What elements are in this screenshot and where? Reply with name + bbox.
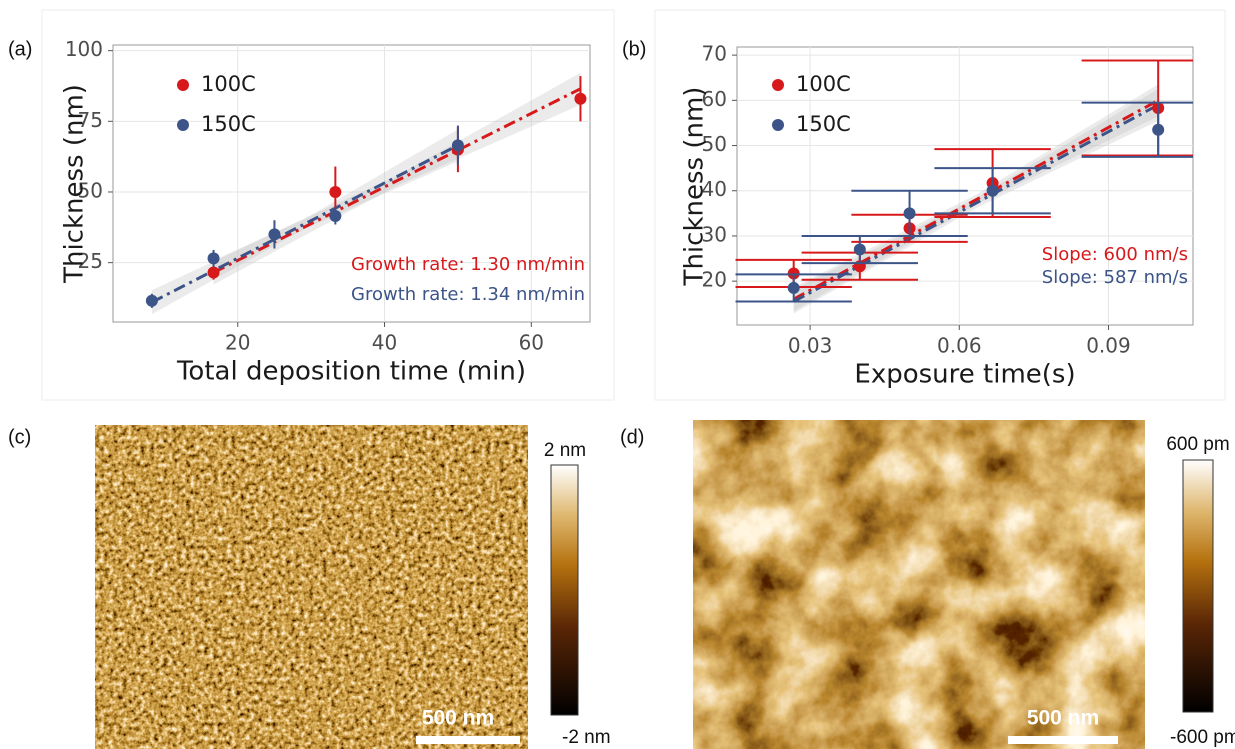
data-point bbox=[207, 266, 220, 279]
y-axis-label: Thickness (nm) bbox=[60, 84, 90, 284]
legend-label: 100C bbox=[201, 72, 256, 96]
x-tick-label: 0.03 bbox=[788, 334, 833, 358]
confidence-band bbox=[793, 84, 1159, 312]
panel-label: (c) bbox=[8, 426, 31, 448]
annotation: Slope: 600 nm/s bbox=[1042, 244, 1188, 265]
y-tick-label: 100 bbox=[65, 37, 103, 61]
y-tick-label: 50 bbox=[78, 178, 103, 202]
data-point bbox=[207, 252, 220, 265]
x-axis-label: Total deposition time (min) bbox=[176, 357, 526, 387]
data-point bbox=[329, 185, 342, 198]
panel-frame bbox=[654, 9, 1226, 401]
legend-label: 100C bbox=[796, 72, 851, 96]
colorbar-min: -2 nm bbox=[562, 727, 611, 748]
data-point bbox=[903, 207, 916, 220]
scale-bar bbox=[1008, 736, 1118, 744]
data-point bbox=[268, 228, 281, 241]
plot-area bbox=[112, 44, 591, 323]
afm-image bbox=[693, 420, 1145, 749]
y-tick-label: 75 bbox=[78, 108, 103, 132]
legend-label: 150C bbox=[201, 112, 256, 136]
legend-label: 150C bbox=[796, 112, 851, 136]
legend-marker bbox=[177, 79, 189, 91]
x-tick-label: 0.06 bbox=[937, 334, 982, 358]
plot-area bbox=[736, 46, 1194, 326]
data-point bbox=[986, 184, 999, 197]
y-tick-label: 50 bbox=[702, 132, 727, 156]
y-tick-label: 25 bbox=[78, 249, 103, 273]
y-tick-label: 70 bbox=[702, 42, 727, 66]
colorbar bbox=[1182, 459, 1214, 713]
panel-frame bbox=[41, 9, 615, 401]
scale-bar-label: 500 nm bbox=[1027, 707, 1099, 730]
x-tick-label: 60 bbox=[519, 331, 544, 355]
x-tick-label: 0.09 bbox=[1086, 334, 1131, 358]
legend-marker bbox=[177, 119, 189, 131]
colorbar bbox=[550, 464, 579, 716]
data-point bbox=[145, 294, 158, 307]
y-axis-label: Thickness (nm) bbox=[680, 87, 710, 287]
x-tick-label: 20 bbox=[225, 331, 250, 355]
data-point bbox=[1152, 123, 1165, 136]
data-point bbox=[451, 139, 464, 152]
annotation: Growth rate: 1.34 nm/min bbox=[351, 284, 585, 305]
afm-image bbox=[95, 425, 528, 749]
y-tick-label: 60 bbox=[702, 87, 727, 111]
fit-line bbox=[151, 144, 459, 304]
confidence-band bbox=[213, 72, 581, 285]
y-tick-label: 30 bbox=[702, 222, 727, 246]
annotation: Slope: 587 nm/s bbox=[1042, 267, 1188, 288]
y-tick-label: 40 bbox=[702, 177, 727, 201]
data-point bbox=[329, 210, 342, 223]
panel-label: (b) bbox=[622, 38, 646, 60]
annotation: Growth rate: 1.30 nm/min bbox=[351, 254, 585, 275]
legend-marker bbox=[772, 119, 784, 131]
x-tick-label: 40 bbox=[372, 331, 397, 355]
colorbar-max: 600 pm bbox=[1166, 434, 1229, 455]
scale-bar bbox=[416, 736, 520, 744]
legend-marker bbox=[772, 79, 784, 91]
data-point bbox=[574, 92, 587, 105]
data-point bbox=[853, 243, 866, 256]
y-tick-label: 20 bbox=[702, 268, 727, 292]
confidence-band bbox=[151, 129, 458, 315]
colorbar-min: -600 pm bbox=[1170, 727, 1235, 748]
panel-label: (d) bbox=[620, 426, 644, 448]
panel-label: (a) bbox=[8, 38, 32, 60]
x-axis-label: Exposure time(s) bbox=[854, 360, 1075, 390]
colorbar-max: 2 nm bbox=[544, 440, 586, 461]
scale-bar-label: 500 nm bbox=[422, 707, 494, 730]
data-point bbox=[787, 281, 800, 294]
